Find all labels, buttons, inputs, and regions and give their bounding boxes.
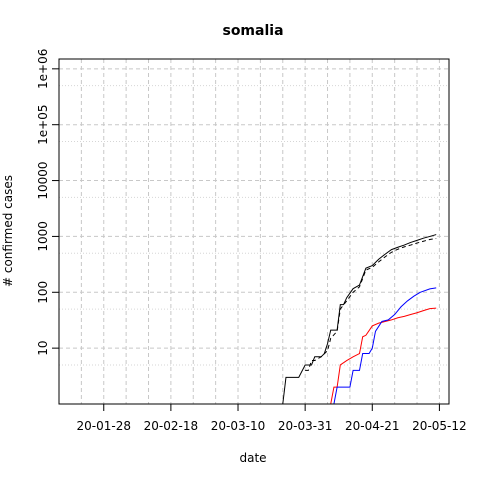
y-tick-label-2: 1000 xyxy=(36,221,50,252)
x-tick-label-1: 20-02-18 xyxy=(144,419,198,433)
x-tick-label-4: 20-04-21 xyxy=(345,419,399,433)
series-group xyxy=(257,234,437,405)
x-tick-label-3: 20-03-31 xyxy=(278,419,332,433)
x-axis: 20-01-28 20-02-18 20-03-10 20-03-31 20-04-21… xyxy=(77,403,467,433)
grid xyxy=(59,59,449,404)
x-tick-label-5: 20-05-12 xyxy=(412,419,466,433)
y-tick-label-5: 1e+06 xyxy=(36,49,50,89)
y-axis: 10 100 1000 10000 1e+05 1e+06 xyxy=(36,49,60,356)
chart-title: somalia xyxy=(222,23,283,39)
x-tick-label-2: 20-03-10 xyxy=(211,419,265,433)
x-axis-label: date xyxy=(239,451,266,465)
series-line-2 xyxy=(305,307,437,405)
y-tick-label-4: 1e+05 xyxy=(36,105,50,145)
y-tick-label-0: 10 xyxy=(36,340,50,355)
y-axis-label: # confirmed cases xyxy=(1,175,15,287)
x-tick-label-0: 20-01-28 xyxy=(77,419,131,433)
series-line-1 xyxy=(305,237,437,371)
y-tick-label-3: 10000 xyxy=(36,161,50,199)
y-tick-label-1: 100 xyxy=(36,281,50,304)
series-line-3 xyxy=(305,287,437,405)
series-line-0 xyxy=(257,234,437,405)
plot-frame xyxy=(58,58,450,405)
